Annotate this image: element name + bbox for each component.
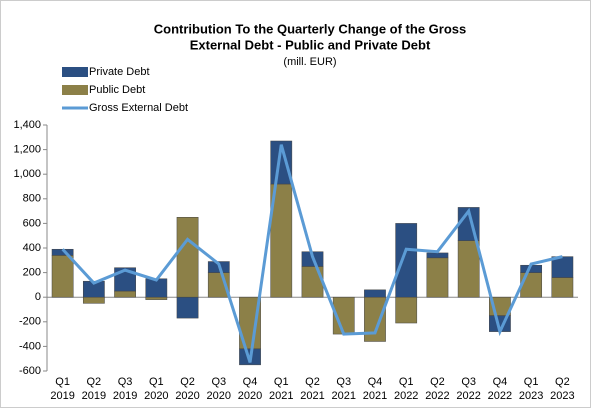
x-tick-label: Q2 xyxy=(87,376,102,388)
line xyxy=(61,144,563,363)
chart-title: External Debt - Public and Private Debt xyxy=(190,37,431,52)
bar xyxy=(395,296,418,324)
x-tick-label: Q2 xyxy=(180,376,195,388)
x-tick-label: Q3 xyxy=(461,376,476,388)
y-tick-label: 600 xyxy=(23,217,41,229)
x-tick-label: Q4 xyxy=(243,376,258,388)
x-tick-label: 2021 xyxy=(269,390,293,402)
bar xyxy=(457,240,480,298)
chart-title: Contribution To the Quarterly Change of … xyxy=(154,21,467,36)
x-tick-label: 2021 xyxy=(363,390,387,402)
x-tick-label: 2021 xyxy=(331,390,355,402)
bar xyxy=(51,255,74,298)
bar xyxy=(364,289,386,298)
y-tick-label: 400 xyxy=(23,242,41,254)
x-tick-label: 2022 xyxy=(394,390,418,402)
y-tick-label: 800 xyxy=(23,193,41,205)
bar xyxy=(551,277,574,298)
x-tick-label: 2019 xyxy=(113,390,137,402)
x-tick-label: 2022 xyxy=(425,390,449,402)
x-tick-label: Q1 xyxy=(149,376,164,388)
bar xyxy=(176,296,199,319)
bar xyxy=(364,296,386,342)
bar xyxy=(520,272,543,298)
x-tick-label: 2019 xyxy=(50,390,74,402)
x-tick-label: 2022 xyxy=(488,390,512,402)
y-tick-label: -200 xyxy=(19,316,41,328)
x-tick-label: Q1 xyxy=(55,376,70,388)
x-tick-label: Q4 xyxy=(368,376,383,388)
bar xyxy=(426,252,449,259)
x-tick-label: Q3 xyxy=(211,376,226,388)
x-tick-label: 2023 xyxy=(519,390,543,402)
x-tick-label: 2019 xyxy=(82,390,106,402)
y-tick-label: 1,400 xyxy=(13,119,41,131)
x-tick-label: 2021 xyxy=(300,390,324,402)
bar xyxy=(176,217,199,298)
x-tick-label: Q3 xyxy=(118,376,133,388)
y-tick-label: -600 xyxy=(19,365,41,377)
x-tick-label: Q1 xyxy=(524,376,539,388)
bar xyxy=(82,296,105,304)
x-tick-label: Q2 xyxy=(305,376,320,388)
legend-swatch xyxy=(62,85,88,95)
x-tick-label: 2020 xyxy=(175,390,199,402)
x-tick-label: 2022 xyxy=(456,390,480,402)
x-tick-label: 2020 xyxy=(207,390,231,402)
bar xyxy=(395,223,418,298)
chart-subtitle: (mill. EUR) xyxy=(283,56,336,68)
x-tick-label: Q2 xyxy=(555,376,570,388)
x-tick-label: Q1 xyxy=(399,376,414,388)
x-tick-label: Q3 xyxy=(336,376,351,388)
x-tick-label: 2020 xyxy=(144,390,168,402)
bar xyxy=(426,257,449,298)
legend-label: Public Debt xyxy=(89,84,145,96)
x-tick-label: Q4 xyxy=(493,376,508,388)
y-tick-label: 1,200 xyxy=(13,144,41,156)
y-tick-label: -400 xyxy=(19,340,41,352)
bar xyxy=(114,290,136,298)
legend-label: Gross External Debt xyxy=(89,102,188,114)
x-tick-label: Q1 xyxy=(274,376,289,388)
y-tick-label: 1,000 xyxy=(13,168,41,180)
bar xyxy=(145,296,168,300)
legend-label: Private Debt xyxy=(89,66,150,78)
y-tick-label: 0 xyxy=(35,291,41,303)
legend-swatch xyxy=(62,67,88,77)
x-tick-label: 2023 xyxy=(550,390,574,402)
y-tick-label: 200 xyxy=(23,267,41,279)
x-tick-label: Q2 xyxy=(430,376,445,388)
x-tick-label: 2020 xyxy=(238,390,262,402)
